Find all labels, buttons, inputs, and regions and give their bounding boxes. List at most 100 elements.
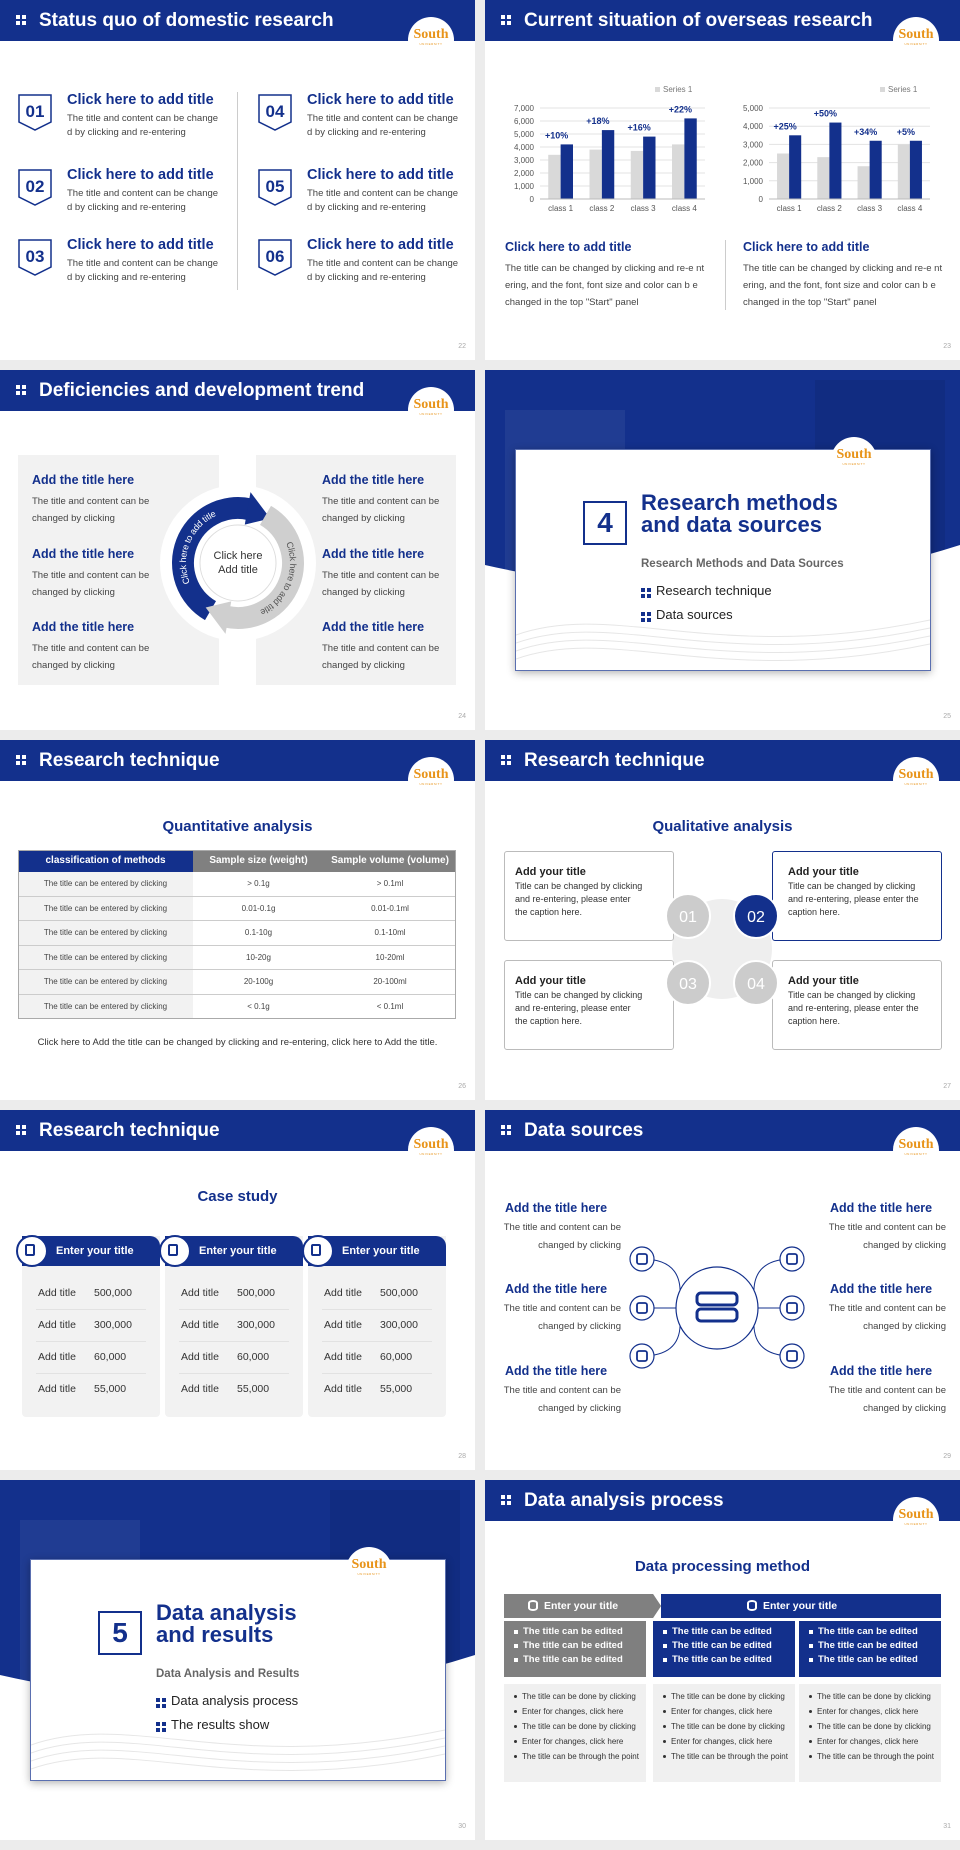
node-glyph	[636, 1350, 648, 1362]
item-title: Add the title here	[505, 1364, 608, 1378]
annotation: +22%	[669, 104, 692, 114]
bullet	[514, 1658, 518, 1662]
column-line: Enter for changes, click here	[671, 1707, 773, 1716]
slide: Status quo of domestic research South UNIV…	[0, 0, 475, 360]
item-number: 06	[266, 247, 285, 266]
card-row-value: 60,000	[380, 1351, 413, 1363]
card-row-value: 500,000	[380, 1287, 418, 1299]
wave	[31, 1753, 445, 1772]
card-icon	[16, 1235, 48, 1267]
item-text: The title and content can be changed by …	[32, 496, 150, 524]
column-lines: The title can be done by clicking Enter f…	[512, 1691, 642, 1766]
quad-box	[504, 851, 674, 941]
column-bottom	[653, 1684, 795, 1782]
block-text: The title can be changed by clicking and…	[743, 263, 943, 308]
bullet	[663, 1658, 667, 1662]
quad-text: Title can be changed by clicking and re-…	[788, 881, 919, 917]
node	[779, 1295, 805, 1321]
column-line-row: The title can be through the point	[661, 1751, 791, 1762]
table-cell: < 0.1g	[193, 994, 324, 1019]
cycle-arrow	[205, 601, 232, 634]
quad-text: Title can be changed by clicking and re-…	[515, 881, 643, 917]
annotation: +16%	[627, 123, 650, 133]
column-line: Enter for changes, click here	[522, 1737, 624, 1746]
bullet-icon	[641, 612, 645, 616]
card-icon	[159, 1235, 191, 1267]
logo: South UNIVERSITY	[893, 1497, 939, 1543]
card-row-value: 300,000	[380, 1319, 418, 1331]
slide-title: Data sources	[524, 1120, 644, 1141]
y-tick-label: 2,000	[743, 159, 764, 168]
quad-box	[772, 851, 942, 941]
section-bullet: Research technique	[656, 583, 772, 598]
bullet-icon	[156, 1722, 160, 1726]
slide-header: Research technique	[485, 740, 960, 781]
card-icon-glyph	[311, 1244, 321, 1256]
number-badge	[258, 239, 292, 276]
slide: 4 Research methods and data sources Resear…	[485, 370, 960, 730]
row-separator	[179, 1341, 289, 1342]
item-title: Add the title here	[505, 1282, 608, 1296]
quad-text: Title can be changed by clicking and re-…	[515, 990, 643, 1026]
column-lines: The title can be done by clicking Enter f…	[807, 1691, 937, 1766]
table-cell: 20-100ml	[324, 970, 456, 995]
card-body	[308, 1236, 446, 1417]
item-text: The title and content can be changed by …	[503, 1222, 621, 1251]
table-header-cell: Sample size (weight)	[193, 850, 324, 872]
logo-name: South	[898, 27, 934, 42]
node	[629, 1246, 655, 1272]
graphic	[629, 1246, 805, 1369]
column-line-row: The title can be through the point	[512, 1751, 642, 1762]
node	[779, 1246, 805, 1272]
bullet	[663, 1695, 666, 1698]
card-row-value: 500,000	[237, 1287, 275, 1299]
column-line: Enter for changes, click here	[522, 1707, 624, 1716]
logo: South UNIVERSITY	[893, 17, 939, 63]
slide-header: Research technique	[0, 740, 475, 781]
card-row-label: Add title	[181, 1351, 219, 1363]
bullet	[514, 1725, 517, 1728]
table-cell: The title can be entered by clicking	[18, 921, 193, 946]
graphic: 0 1,000 2,000 3,000 4,000 5,000 6,000 7,000 +10%…	[514, 85, 705, 213]
slide-title: Research technique	[39, 750, 220, 771]
hub-glyph	[695, 1307, 739, 1323]
logo-sub: UNIVERSITY	[419, 1152, 443, 1156]
quad-number: 01	[679, 909, 697, 926]
graphic: 03	[18, 239, 52, 276]
wave	[516, 635, 930, 654]
quad-number: 03	[679, 976, 697, 993]
wave	[31, 1745, 445, 1764]
graphic: 06	[258, 239, 292, 276]
card-row-label: Add title	[324, 1351, 362, 1363]
item-text: The title and content can be changed by …	[32, 643, 150, 671]
x-tick-label: class 2	[589, 204, 614, 213]
bullet	[809, 1695, 812, 1698]
card-row-label: Add title	[38, 1351, 76, 1363]
column-line: The title can be done by clicking	[671, 1692, 785, 1701]
header-icon	[16, 15, 20, 19]
row-separator	[36, 1341, 146, 1342]
y-tick-label: 1,000	[514, 182, 535, 191]
logo: South UNIVERSITY	[408, 1127, 454, 1173]
x-tick-label: class 4	[672, 204, 697, 213]
bullet	[663, 1740, 666, 1743]
slide: Research technique South UNIVERSITY Case st…	[0, 1110, 475, 1470]
cycle-arc	[172, 497, 252, 621]
card-row-value: 500,000	[94, 1287, 132, 1299]
section-heading: Quantitative analysis	[162, 818, 313, 835]
quad-number-circle	[665, 960, 711, 1006]
column-bottom	[504, 1684, 646, 1782]
row-separator	[36, 1309, 146, 1310]
item-title: Add the title here	[32, 547, 135, 561]
graphic	[504, 1594, 941, 1618]
item-text: The title and content can be change d by…	[67, 113, 219, 138]
column-line: Enter for changes, click here	[817, 1707, 919, 1716]
logo-name: South	[898, 1137, 934, 1152]
column-line-row: Enter for changes, click here	[661, 1706, 791, 1717]
slide: Research technique South UNIVERSITY Quantit…	[0, 740, 475, 1100]
graphic: 01	[18, 94, 52, 131]
header-icon	[501, 15, 505, 19]
column-line-row: The title can be done by clicking	[512, 1691, 642, 1702]
item-title: Click here to add title	[67, 237, 214, 253]
annotation: +34%	[854, 127, 877, 137]
